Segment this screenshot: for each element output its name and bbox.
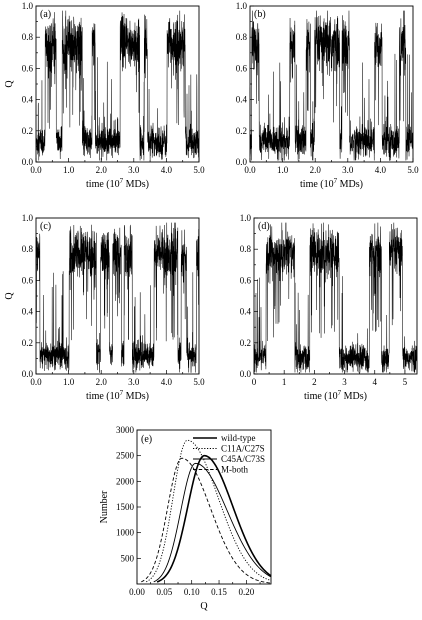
y-tick-label: 0.0 bbox=[22, 369, 34, 379]
x-axis-label: time (107 MDs) bbox=[304, 389, 367, 402]
trajectory-line bbox=[253, 222, 418, 373]
y-tick-label: 0.6 bbox=[22, 63, 34, 73]
x-tick-label: 4.0 bbox=[161, 377, 173, 387]
panel-label: (b) bbox=[254, 9, 266, 20]
series-line-c45a-c73s bbox=[153, 462, 272, 583]
y-axis-label: Q bbox=[4, 80, 15, 88]
x-tick-label: 0.15 bbox=[211, 587, 227, 597]
series-line-wild-type bbox=[156, 454, 272, 583]
x-tick-label: 1 bbox=[282, 377, 287, 387]
x-tick-label: 3.0 bbox=[342, 165, 354, 175]
trajectory-line bbox=[249, 10, 414, 161]
x-tick-label: 0.05 bbox=[156, 587, 172, 597]
y-tick-label: 1.0 bbox=[22, 1, 34, 11]
legend-label: wild-type bbox=[221, 433, 256, 443]
x-axis-label: time (107 MDs) bbox=[300, 177, 363, 190]
x-tick-label: 4.0 bbox=[375, 165, 387, 175]
y-tick-label: 1000 bbox=[116, 528, 135, 538]
x-tick-label: 5.0 bbox=[407, 165, 419, 175]
legend-label: C45A/C73S bbox=[221, 454, 265, 464]
y-tick-label: 0.6 bbox=[240, 275, 252, 285]
y-tick-label: 1500 bbox=[116, 502, 135, 512]
trajectory-line bbox=[35, 10, 200, 161]
x-tick-label: 1.0 bbox=[277, 165, 289, 175]
panel-e: 0.00 0.05 0.10 0.15 0.20 500 1000 1500 2000 2500 3… bbox=[99, 425, 272, 612]
y-tick-label: 2500 bbox=[116, 451, 135, 461]
panel-label: (a) bbox=[40, 9, 51, 20]
y-tick-label: 2000 bbox=[116, 476, 135, 486]
y-tick-label: 0.4 bbox=[240, 307, 252, 317]
x-tick-label: 5 bbox=[403, 377, 408, 387]
x-tick-label: 4.0 bbox=[161, 165, 173, 175]
y-tick-label: 0.8 bbox=[22, 244, 34, 254]
y-tick-label: 0.2 bbox=[236, 126, 247, 136]
x-axis-label: time (107 MDs) bbox=[86, 389, 149, 402]
x-tick-label: 0.0 bbox=[244, 165, 256, 175]
panel-a: 0.0 1.0 2.0 3.0 4.0 5.0 0.0 0.2 0.4 0.6 0.8 1.0 (a) t… bbox=[4, 1, 205, 190]
y-tick-label: 0.4 bbox=[236, 95, 248, 105]
y-tick-label: 0.0 bbox=[240, 369, 252, 379]
x-tick-label: 0.0 bbox=[30, 165, 42, 175]
x-tick-label: 3 bbox=[342, 377, 347, 387]
y-tick-label: 0.8 bbox=[22, 32, 34, 42]
panel-label: (e) bbox=[141, 434, 152, 445]
y-tick-label: 0.6 bbox=[22, 275, 34, 285]
y-tick-label: 0.6 bbox=[236, 63, 248, 73]
y-tick-label: 0.0 bbox=[22, 157, 34, 167]
y-axis-label: Number bbox=[99, 490, 110, 523]
x-tick-label: 0 bbox=[252, 377, 257, 387]
x-axis-label: time (107 MDs) bbox=[86, 177, 149, 190]
x-tick-label: 4 bbox=[372, 377, 377, 387]
y-tick-label: 0.8 bbox=[236, 32, 248, 42]
y-tick-label: 1.0 bbox=[240, 213, 252, 223]
panel-d: 0 1 2 3 4 5 0.0 0.2 0.4 0.6 0.8 1.0 (d) time (107 MDs… bbox=[240, 213, 418, 402]
x-tick-label: 2.0 bbox=[96, 377, 108, 387]
y-tick-label: 0.2 bbox=[22, 338, 33, 348]
x-tick-label: 2 bbox=[312, 377, 317, 387]
legend-label: M-both bbox=[221, 465, 249, 475]
trajectory-line bbox=[35, 222, 200, 374]
x-tick-label: 5.0 bbox=[193, 377, 205, 387]
panel-label: (c) bbox=[40, 221, 51, 232]
y-axis-label: Q bbox=[4, 292, 15, 300]
y-tick-label: 0.4 bbox=[22, 307, 34, 317]
y-tick-label: 0.4 bbox=[22, 95, 34, 105]
x-tick-label: 0.0 bbox=[30, 377, 42, 387]
y-tick-label: 0.2 bbox=[22, 126, 33, 136]
y-tick-label: 500 bbox=[121, 553, 135, 563]
y-tick-label: 0.8 bbox=[240, 244, 252, 254]
legend-label: C11A/C27S bbox=[221, 444, 265, 454]
x-tick-label: 1.0 bbox=[63, 165, 75, 175]
x-tick-label: 3.0 bbox=[128, 377, 140, 387]
x-tick-label: 1.0 bbox=[63, 377, 75, 387]
y-tick-label: 0.0 bbox=[236, 157, 248, 167]
series-line-m-both bbox=[141, 457, 272, 584]
x-tick-label: 2.0 bbox=[310, 165, 322, 175]
panel-b: 0.0 1.0 2.0 3.0 4.0 5.0 0.0 0.2 0.4 0.6 0.8 1.0 (b) t… bbox=[236, 1, 419, 190]
y-tick-label: 1.0 bbox=[236, 1, 248, 11]
panel-label: (d) bbox=[258, 221, 270, 232]
y-tick-label: 1.0 bbox=[22, 213, 34, 223]
x-tick-label: 5.0 bbox=[193, 165, 205, 175]
y-tick-label: 3000 bbox=[116, 425, 135, 435]
x-tick-label: 0.20 bbox=[239, 587, 255, 597]
x-tick-label: 2.0 bbox=[96, 165, 108, 175]
x-axis-label: Q bbox=[200, 601, 208, 612]
x-tick-label: 3.0 bbox=[128, 165, 140, 175]
y-tick-label: 0.2 bbox=[240, 338, 251, 348]
x-tick-label: 0.10 bbox=[184, 587, 200, 597]
x-tick-label: 0.00 bbox=[129, 587, 145, 597]
panel-c: 0.0 1.0 2.0 3.0 4.0 5.0 0.0 0.2 0.4 0.6 0.8 1.0 (c) t… bbox=[4, 213, 205, 402]
